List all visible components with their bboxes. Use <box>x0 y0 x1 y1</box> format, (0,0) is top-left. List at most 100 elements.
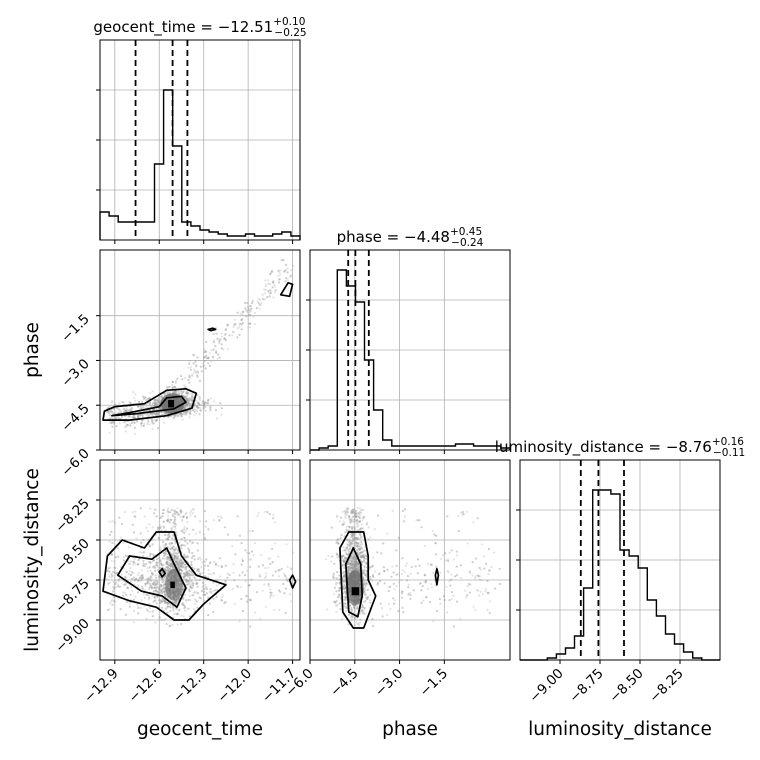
scatter-point <box>241 557 244 561</box>
scatter-point <box>198 379 201 382</box>
scatter-point <box>180 390 183 393</box>
scatter-point <box>194 363 197 366</box>
scatter-point <box>243 574 247 577</box>
scatter-point <box>198 413 201 416</box>
scatter-point <box>213 560 216 564</box>
scatter-point <box>172 550 175 554</box>
scatter-point <box>173 415 176 418</box>
scatter-point <box>139 606 142 610</box>
scatter-point <box>122 556 126 559</box>
scatter-point <box>201 400 204 403</box>
scatter-point <box>217 564 220 567</box>
scatter-point <box>255 307 258 310</box>
scatter-point <box>246 305 249 308</box>
scatter-point <box>148 566 151 569</box>
scatter-point <box>207 398 210 401</box>
scatter-point <box>274 521 277 524</box>
scatter-point <box>186 403 189 406</box>
scatter-point <box>148 582 152 585</box>
scatter-point <box>148 586 152 589</box>
scatter-point <box>194 360 197 363</box>
scatter-point <box>113 587 116 590</box>
scatter-point <box>137 612 140 615</box>
scatter-point <box>139 407 142 410</box>
scatter-point <box>244 307 247 310</box>
scatter-point <box>154 402 158 405</box>
scatter-point <box>209 405 212 408</box>
scatter-point <box>264 288 267 291</box>
scatter-point <box>149 412 152 415</box>
scatter-point <box>188 416 191 419</box>
scatter-point <box>112 596 115 599</box>
scatter-point <box>268 295 271 298</box>
scatter-point <box>214 345 217 348</box>
scatter-point <box>204 583 207 586</box>
scatter-point <box>224 328 227 331</box>
scatter-point <box>161 606 164 609</box>
scatter-point <box>128 569 131 572</box>
scatter-point <box>238 620 241 623</box>
scatter-point <box>113 520 116 523</box>
scatter-point <box>193 404 196 407</box>
scatter-point <box>163 533 166 537</box>
scatter-point <box>118 422 121 425</box>
scatter-point <box>148 414 151 417</box>
scatter-point <box>212 355 215 358</box>
scatter-point <box>173 415 176 418</box>
scatter-point <box>140 569 143 572</box>
scatter-point <box>152 398 156 401</box>
scatter-point <box>202 356 206 359</box>
scatter-point <box>162 525 165 528</box>
scatter-point <box>124 409 127 412</box>
scatter-point <box>161 577 164 580</box>
scatter-point <box>117 555 120 558</box>
scatter-point <box>212 572 215 575</box>
scatter-point <box>153 402 156 405</box>
scatter-point <box>178 391 181 394</box>
scatter-point <box>277 281 281 284</box>
scatter-point <box>188 549 191 552</box>
scatter-point <box>220 332 223 335</box>
scatter-point <box>177 414 180 417</box>
scatter-point <box>170 383 173 386</box>
scatter-point <box>206 399 210 402</box>
scatter-point <box>188 399 191 402</box>
scatter-point <box>127 415 130 418</box>
scatter-point <box>258 573 261 576</box>
scatter-point <box>170 508 173 511</box>
scatter-point <box>171 624 174 627</box>
scatter-point <box>124 554 128 557</box>
scatter-point <box>285 543 288 546</box>
scatter-point <box>152 590 155 593</box>
scatter-point <box>162 520 165 524</box>
scatter-point <box>122 591 125 594</box>
scatter-point <box>179 412 182 415</box>
scatter-point <box>220 407 223 410</box>
scatter-point <box>109 414 112 417</box>
scatter-point <box>269 273 272 276</box>
scatter-point <box>213 400 216 403</box>
scatter-point <box>188 594 191 598</box>
scatter-point <box>188 574 192 577</box>
scatter-point <box>133 421 136 424</box>
scatter-point <box>191 511 194 515</box>
scatter-point <box>269 272 272 275</box>
scatter-point <box>209 397 212 400</box>
scatter-point <box>183 406 186 409</box>
scatter-point <box>194 371 197 374</box>
scatter-point <box>196 370 199 373</box>
scatter-point <box>125 601 128 604</box>
scatter-point <box>158 400 161 403</box>
scatter-point <box>142 555 145 558</box>
scatter-point <box>198 570 201 573</box>
scatter-point <box>118 409 121 412</box>
scatter-point <box>114 586 117 589</box>
scatter-point <box>209 360 212 363</box>
scatter-point <box>278 278 282 281</box>
scatter-point <box>140 407 143 410</box>
scatter-point <box>198 396 201 399</box>
scatter-point <box>181 530 184 533</box>
scatter-point <box>267 566 270 569</box>
scatter-point <box>147 598 150 601</box>
